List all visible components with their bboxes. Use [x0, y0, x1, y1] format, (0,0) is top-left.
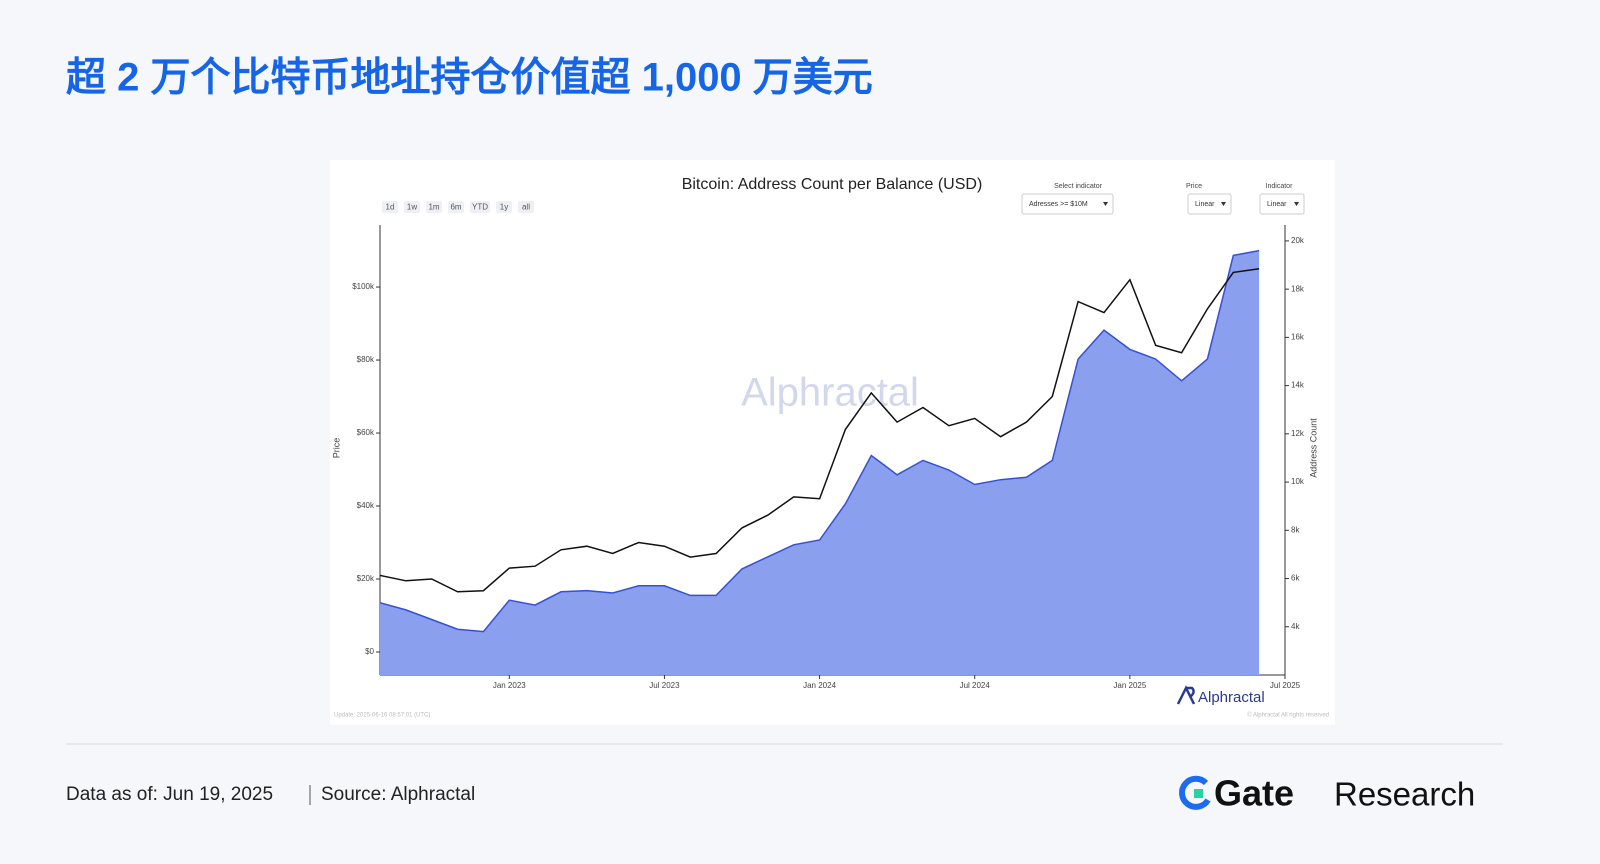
x-tick-label: Jul 2025 — [1270, 681, 1301, 690]
y2-tick-label: 12k — [1291, 429, 1305, 438]
dropdown-arrow[interactable] — [1294, 202, 1299, 206]
y-tick-label: $80k — [357, 355, 375, 364]
range-button-label[interactable]: 1d — [386, 203, 395, 212]
y2-tick-label: 14k — [1291, 381, 1305, 390]
control-label: Price — [1186, 183, 1202, 190]
logo-sub: Research — [1334, 776, 1475, 813]
range-button[interactable] — [404, 201, 420, 213]
x-tick-label: Jan 2025 — [1113, 681, 1146, 690]
range-button-label[interactable]: all — [522, 203, 530, 212]
y2-tick-label: 20k — [1291, 236, 1305, 245]
y2-tick-label: 8k — [1291, 525, 1300, 534]
y2-tick-label: 16k — [1291, 332, 1305, 341]
y2-axis-label: Address Count — [1308, 418, 1318, 478]
dropdown-value[interactable]: Linear — [1195, 201, 1215, 208]
y2-tick-label: 6k — [1291, 574, 1300, 583]
gate-logo: Gate Research — [1179, 773, 1475, 814]
y-tick-label: $60k — [357, 428, 375, 437]
logo-ring — [1179, 775, 1211, 810]
logo-word: Gate — [1214, 773, 1294, 814]
copyright: © Alphractal All rights reserved — [1247, 712, 1329, 719]
range-button[interactable] — [448, 201, 464, 213]
dropdown-value[interactable]: Adresses >= $10M — [1029, 201, 1088, 208]
range-button[interactable] — [382, 201, 398, 213]
y2-tick-label: 10k — [1291, 477, 1305, 486]
area — [380, 250, 1260, 675]
y-axis-label: Price — [331, 438, 341, 459]
x-tick-label: Jul 2024 — [960, 681, 991, 690]
dropdown[interactable] — [1187, 193, 1232, 215]
x-tick-label: Jul 2023 — [649, 681, 680, 690]
range-button[interactable] — [496, 201, 512, 213]
dropdown-arrow[interactable] — [1103, 202, 1108, 206]
brand-label: Alphractal — [1198, 689, 1265, 706]
range-button-label[interactable]: 6m — [450, 203, 461, 212]
y-tick-label: $20k — [357, 574, 375, 583]
y2-tick-label: 4k — [1291, 622, 1300, 631]
range-button[interactable] — [426, 201, 442, 213]
y-tick-label: $40k — [357, 501, 375, 510]
dropdown-value[interactable]: Linear — [1267, 201, 1287, 208]
dropdown-arrow[interactable] — [1221, 202, 1226, 206]
range-button-label[interactable]: 1m — [428, 203, 439, 212]
control-label: Indicator — [1266, 183, 1294, 190]
area-edge — [379, 249, 1260, 633]
watermark: Alphractal — [741, 371, 919, 415]
dropdown[interactable] — [1021, 193, 1114, 215]
y-tick-label: $100k — [352, 282, 375, 291]
range-button-label[interactable]: 1w — [407, 203, 417, 212]
y-tick-label: $0 — [365, 647, 374, 656]
range-button-label[interactable]: YTD — [472, 203, 488, 212]
range-button[interactable] — [470, 201, 490, 213]
x-tick-label: Jan 2024 — [803, 681, 836, 690]
update-note: Update: 2025-06-16 08:57:01 (UTC) — [334, 713, 430, 719]
chart-title: Bitcoin: Address Count per Balance (USD) — [682, 176, 983, 193]
footer-source: Source: Alphractal — [321, 784, 475, 805]
control-label: Select indicator — [1054, 183, 1103, 190]
range-button[interactable] — [518, 201, 534, 213]
dropdown[interactable] — [1259, 193, 1305, 215]
page-title: 超 2 万个比特币地址持仓价值超 1,000 万美元 — [66, 56, 873, 100]
x-tick-label: Jan 2023 — [493, 681, 526, 690]
y2-tick-label: 18k — [1291, 284, 1305, 293]
brand-icon — [1176, 685, 1196, 705]
range-button-label[interactable]: 1y — [500, 203, 508, 212]
line — [379, 268, 1260, 593]
logo-square — [1194, 789, 1203, 798]
footer-date: Data as of: Jun 19, 2025 — [66, 784, 273, 805]
